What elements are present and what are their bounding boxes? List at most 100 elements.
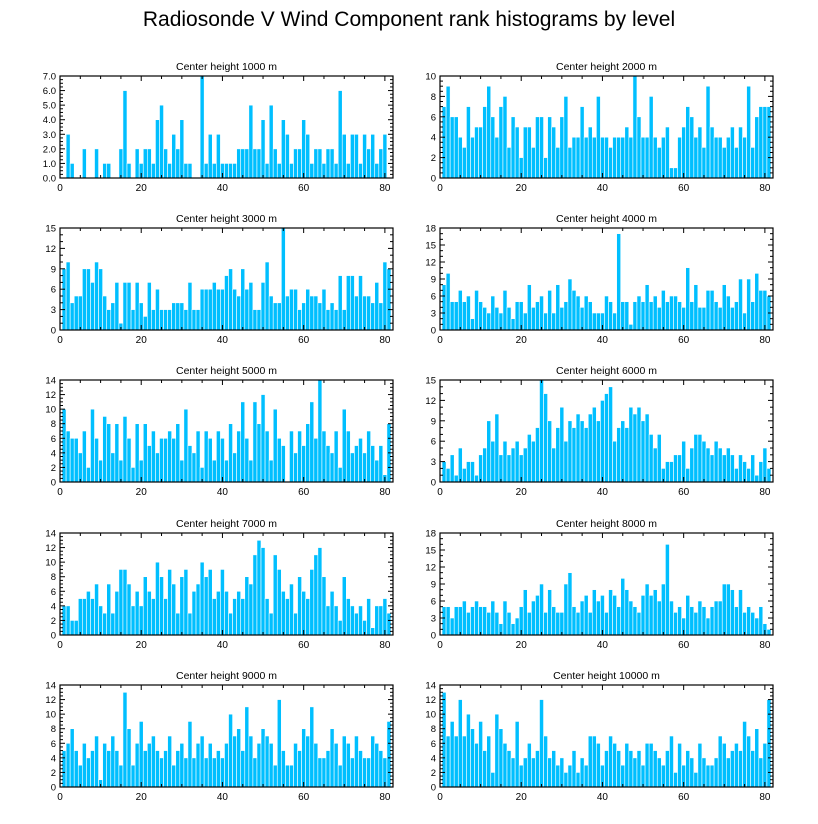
histogram-bar <box>110 735 116 788</box>
y-tick-label: 3 <box>431 614 436 625</box>
histogram-bar <box>272 764 278 788</box>
histogram-bar <box>252 554 258 636</box>
histogram-bar <box>665 750 670 788</box>
histogram-bar <box>220 437 225 483</box>
histogram-bar <box>632 606 638 636</box>
y-tick-label: 8 <box>51 572 56 583</box>
x-tick-label: 20 <box>516 487 528 498</box>
histogram-bar <box>252 309 258 331</box>
histogram-bar <box>470 728 475 788</box>
histogram-bar <box>591 312 597 331</box>
histogram-bar <box>486 312 492 331</box>
x-tick-label: 80 <box>379 487 391 498</box>
histogram-bar <box>644 742 650 788</box>
histogram-bar <box>248 735 254 788</box>
histogram-bar <box>171 133 177 179</box>
histogram-bar <box>370 302 376 331</box>
y-tick-label: 15 <box>45 224 56 235</box>
histogram-bar <box>689 757 695 788</box>
histogram-bar <box>656 757 662 788</box>
histogram-bar <box>313 742 319 788</box>
histogram-bar <box>563 583 569 636</box>
x-tick-label: 40 <box>597 640 609 651</box>
histogram-bar <box>543 157 548 179</box>
histogram-bar <box>527 434 532 483</box>
histogram-bar <box>721 284 727 331</box>
histogram-bar <box>738 278 743 331</box>
histogram-bar <box>151 430 156 483</box>
histogram-bar <box>608 589 613 636</box>
histogram-bar <box>151 163 156 179</box>
histogram-bar <box>628 406 634 483</box>
histogram-bar <box>616 136 622 179</box>
histogram-bar <box>183 757 189 788</box>
histogram-bar <box>216 288 221 331</box>
histogram-bar <box>466 612 471 636</box>
histogram-bar <box>612 742 617 788</box>
histogram-bar <box>98 268 103 331</box>
y-tick-label: 0 <box>431 174 436 185</box>
y-tick-label: 14 <box>45 681 56 692</box>
histogram-bar <box>600 595 605 636</box>
histogram-bar <box>118 459 124 483</box>
histogram-bar <box>216 750 221 788</box>
histogram-bar <box>624 589 630 636</box>
histogram-bar <box>547 589 552 636</box>
histogram-bar <box>73 437 79 483</box>
histogram-bar <box>224 163 229 179</box>
histogram-bar <box>232 598 237 636</box>
histogram-bar <box>543 612 548 636</box>
x-tick-label: 40 <box>597 792 609 803</box>
histogram-bar <box>163 437 168 483</box>
histogram-bar <box>82 430 87 483</box>
histogram-bar <box>345 163 351 179</box>
histogram-bar <box>551 606 557 636</box>
y-tick-label: 6 <box>431 437 436 448</box>
y-tick-label: 12 <box>45 695 56 706</box>
histogram-bar <box>583 595 589 636</box>
histogram-bar <box>742 721 747 788</box>
histogram-bar <box>466 295 471 331</box>
histogram-bar <box>126 728 132 788</box>
histogram-bar <box>382 598 388 636</box>
histogram-bar <box>171 764 177 788</box>
histogram-bar <box>632 75 638 179</box>
x-tick-label: 80 <box>379 183 391 194</box>
histogram-bar <box>522 589 528 636</box>
y-tick-label: 2 <box>431 768 436 779</box>
x-tick-label: 0 <box>57 640 63 651</box>
histogram-bar <box>73 620 79 636</box>
histogram-bar <box>717 136 723 179</box>
histogram-bar <box>445 735 451 788</box>
histogram-bar <box>677 301 682 331</box>
histogram-bar <box>705 447 711 483</box>
histogram-bar <box>167 163 172 179</box>
histogram-bar <box>171 437 177 483</box>
histogram-bar <box>297 750 302 788</box>
histogram-bar <box>600 400 605 483</box>
histogram-bar <box>203 757 209 788</box>
histogram-bar <box>211 459 217 483</box>
histogram-bar <box>713 600 719 636</box>
histogram-bar <box>151 598 156 636</box>
histogram-bar <box>163 598 168 636</box>
histogram-bar <box>134 423 140 483</box>
histogram-bar <box>624 742 630 788</box>
histogram-bar <box>378 750 384 788</box>
histogram-bar <box>313 295 319 331</box>
histogram-bar <box>673 772 678 788</box>
histogram-bar <box>207 288 213 331</box>
histogram-bar <box>730 589 735 636</box>
histogram-bar <box>445 85 451 179</box>
histogram-bar <box>268 612 274 636</box>
histogram-bar <box>591 136 597 179</box>
histogram-bar <box>122 416 128 483</box>
histogram-bar <box>82 268 87 331</box>
x-tick-label: 20 <box>136 183 148 194</box>
histogram-bar <box>341 576 347 636</box>
histogram-bar <box>762 290 768 331</box>
histogram-bar <box>697 126 703 179</box>
histogram-bar <box>600 136 605 179</box>
y-tick-label: 1.0 <box>43 159 56 170</box>
histogram-bar <box>341 408 347 483</box>
